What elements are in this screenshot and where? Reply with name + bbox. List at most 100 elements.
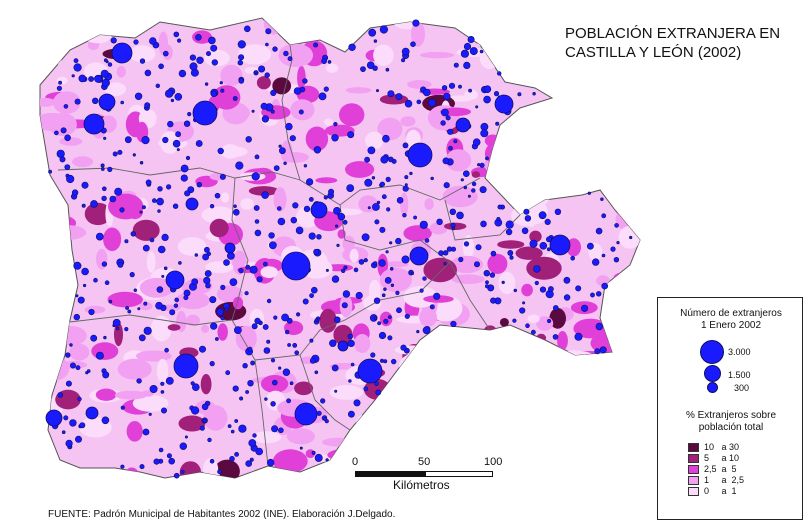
choropleth-patch xyxy=(554,135,575,150)
municipality-dot xyxy=(251,172,260,181)
municipality-dot xyxy=(270,358,276,363)
municipality-dot xyxy=(463,61,471,70)
municipality-dot xyxy=(374,219,380,225)
municipality-dot xyxy=(519,307,526,314)
municipality-dot xyxy=(440,108,449,117)
municipality-dot xyxy=(139,161,144,165)
municipality-dot xyxy=(458,84,462,89)
municipality-dot xyxy=(266,339,271,344)
municipality-dot xyxy=(164,347,169,353)
choropleth-patch xyxy=(529,230,542,243)
municipality-dot xyxy=(258,65,266,73)
circle-legend-large-icon xyxy=(700,340,724,364)
municipality-dot xyxy=(473,261,480,268)
choropleth-patch xyxy=(547,156,582,180)
municipality-dot xyxy=(73,58,79,64)
choropleth-patch xyxy=(558,397,577,423)
municipality-dot xyxy=(483,85,492,93)
municipality-dot xyxy=(513,288,517,293)
legend-classes-title-line1: % Extranjeros sobre xyxy=(685,410,777,421)
city-circle xyxy=(98,93,116,111)
choropleth-patch xyxy=(40,293,61,315)
municipality-dot xyxy=(594,348,601,355)
municipality-dot xyxy=(480,220,487,228)
municipality-dot xyxy=(139,464,145,470)
municipality-dot xyxy=(347,339,355,348)
choropleth-patch xyxy=(561,116,593,125)
municipality-dot xyxy=(544,218,551,225)
municipality-dot xyxy=(88,76,94,82)
municipality-dot xyxy=(238,54,245,61)
municipality-dot xyxy=(363,258,368,263)
municipality-dot xyxy=(563,294,571,301)
municipality-dot xyxy=(404,175,409,180)
municipality-dot xyxy=(203,276,211,285)
municipality-dot xyxy=(71,189,79,196)
municipality-dot xyxy=(264,72,270,78)
municipality-dot xyxy=(539,286,547,293)
municipality-dot xyxy=(546,318,552,324)
municipality-dot xyxy=(139,210,143,214)
municipality-dot xyxy=(134,92,143,101)
municipality-dot xyxy=(254,154,260,160)
municipality-dot xyxy=(256,276,263,283)
municipality-dot xyxy=(278,366,282,370)
municipality-dot xyxy=(48,169,53,174)
municipality-dot xyxy=(117,149,123,155)
municipality-dot xyxy=(63,415,69,421)
municipality-dot xyxy=(395,237,402,245)
choropleth-patch xyxy=(216,146,248,158)
choropleth-patch xyxy=(583,18,603,22)
municipality-dot xyxy=(73,313,81,321)
municipality-dot xyxy=(347,333,353,339)
municipality-dot xyxy=(174,297,179,303)
choropleth-patch xyxy=(580,118,590,143)
municipality-dot xyxy=(443,250,449,256)
municipality-dot xyxy=(101,195,107,202)
choropleth-patch xyxy=(50,280,66,305)
municipality-dot xyxy=(238,268,244,274)
choropleth-patch xyxy=(521,283,533,297)
municipality-dot xyxy=(283,161,287,166)
municipality-dot xyxy=(534,280,539,286)
municipality-dot xyxy=(201,403,209,411)
choropleth-patch xyxy=(50,319,72,328)
municipality-dot xyxy=(155,301,163,310)
municipality-dot xyxy=(204,82,209,86)
municipality-dot xyxy=(368,28,377,37)
municipality-dot xyxy=(156,286,164,293)
municipality-dot xyxy=(268,232,275,239)
choropleth-patch xyxy=(527,314,540,324)
municipality-dot xyxy=(71,74,75,78)
municipality-dot xyxy=(91,97,99,105)
municipality-dot xyxy=(250,360,255,366)
choropleth-patch xyxy=(297,65,306,90)
municipality-dot xyxy=(400,344,407,351)
municipality-dot xyxy=(120,405,125,410)
municipality-dot xyxy=(69,419,77,427)
municipality-dot xyxy=(233,209,240,216)
choropleth-patch xyxy=(531,49,557,65)
municipality-dot xyxy=(587,242,594,250)
municipality-dot xyxy=(175,131,181,138)
choropleth-patch xyxy=(294,381,314,396)
municipality-dot xyxy=(142,428,150,436)
municipality-dot xyxy=(227,424,232,429)
municipality-dot xyxy=(65,352,71,358)
municipality-dot xyxy=(449,208,456,216)
municipality-dot xyxy=(107,166,113,172)
city-circle xyxy=(409,246,429,266)
municipality-dot xyxy=(235,161,244,170)
choropleth-patch xyxy=(221,192,230,203)
municipality-dot xyxy=(396,307,402,314)
municipality-dot xyxy=(376,200,381,205)
municipality-dot xyxy=(546,247,551,252)
municipality-dot xyxy=(379,358,385,363)
choropleth-patch xyxy=(548,101,562,110)
choropleth-patch xyxy=(503,56,535,76)
municipality-dot xyxy=(202,253,209,261)
municipality-dot xyxy=(318,92,327,101)
municipality-dot xyxy=(168,457,175,465)
choropleth-patch xyxy=(615,206,640,233)
municipality-dot xyxy=(273,315,278,320)
